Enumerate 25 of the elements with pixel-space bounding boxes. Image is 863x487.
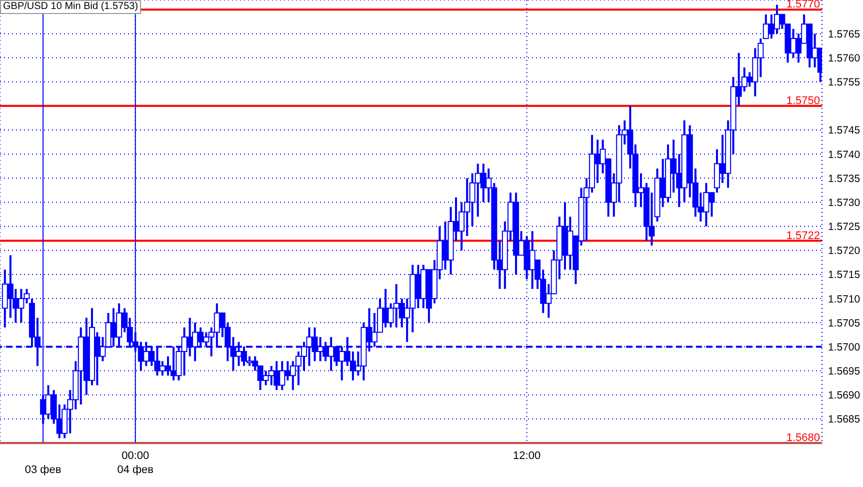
y-tick-label: 1.5715 bbox=[828, 269, 860, 282]
y-tick-label: 1.5730 bbox=[828, 196, 860, 209]
y-tick-label: 1.5725 bbox=[828, 221, 860, 234]
ref-line-label: 03 фев bbox=[24, 464, 62, 476]
y-tick-label: 1.5745 bbox=[828, 124, 860, 137]
ref-line-label: 04 фев bbox=[117, 464, 154, 476]
ref-line-label: 1.5680 bbox=[786, 432, 820, 444]
y-tick-label: 1.5685 bbox=[828, 414, 860, 426]
y-tick-label: 1.5755 bbox=[828, 76, 860, 89]
chart-title: GBP/USD 10 Min Bid (1.5753) bbox=[0, 0, 142, 14]
y-tick-label: 1.5740 bbox=[828, 148, 860, 161]
ref-line-label: 1.5722 bbox=[786, 230, 820, 242]
ref-line-label: 1.5750 bbox=[786, 94, 820, 107]
y-tick-label: 1.5705 bbox=[828, 317, 860, 330]
y-tick-label: 1.5735 bbox=[828, 172, 860, 185]
y-tick-label: 1.5720 bbox=[828, 245, 860, 258]
x-tick-label: 12:00 bbox=[513, 450, 541, 462]
y-tick-label: 1.5760 bbox=[828, 52, 860, 65]
x-tick-label: 00:00 bbox=[122, 450, 150, 462]
y-tick-label: 1.5700 bbox=[828, 341, 860, 354]
y-tick-label: 1.5765 bbox=[828, 28, 860, 40]
y-tick-label: 1.5690 bbox=[828, 390, 860, 402]
ref-line-label: 1.5770 bbox=[786, 0, 820, 11]
y-tick-label: 1.5710 bbox=[828, 293, 860, 306]
y-tick-label: 1.5695 bbox=[828, 366, 860, 378]
